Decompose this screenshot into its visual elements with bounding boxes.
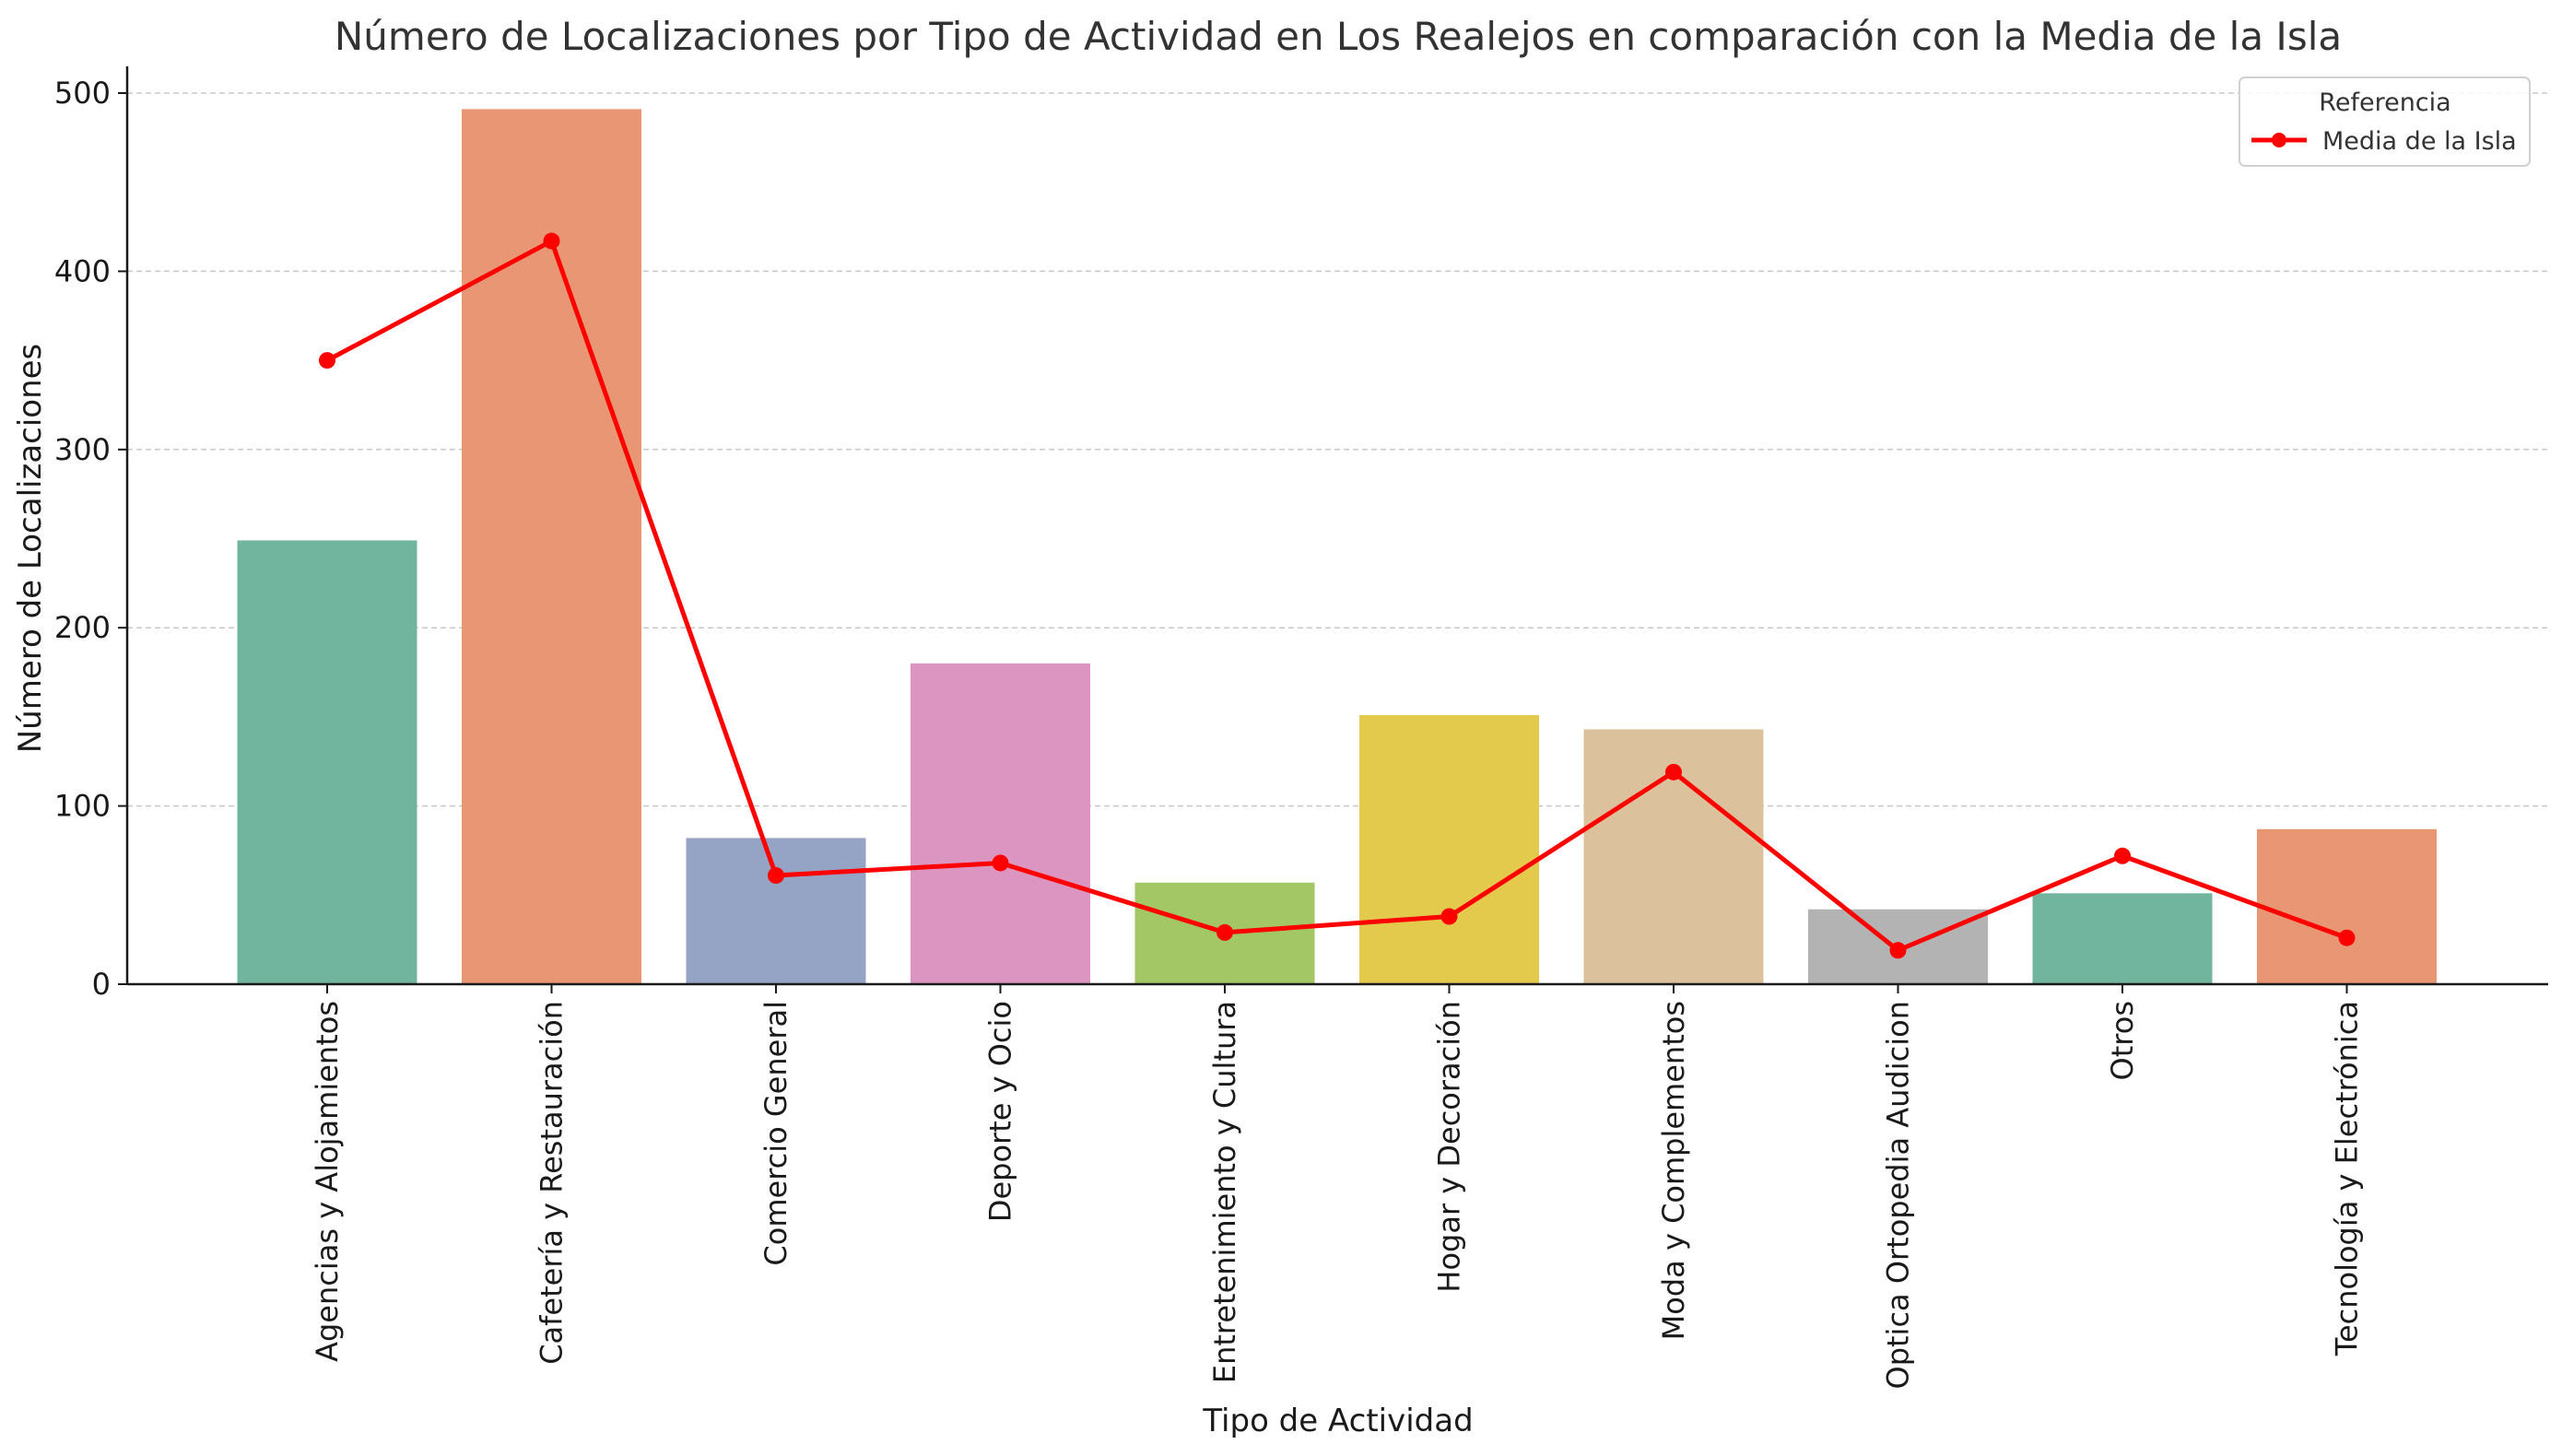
legend-box [2239, 76, 2531, 167]
y-tick-label: 0 [92, 967, 111, 1002]
line-point [319, 352, 335, 370]
bar [2032, 893, 2213, 984]
y-tick-label: 400 [54, 253, 111, 288]
y-tick-label: 500 [54, 76, 111, 111]
y-tick-label: 100 [54, 789, 111, 824]
bars [237, 109, 2437, 985]
legend-marker-swatch [2272, 133, 2286, 147]
y-axis-label: Número de Localizaciones [12, 344, 49, 754]
legend-entry-label: Media de la Isla [2322, 127, 2517, 156]
x-axis-ticks: Agencias y Alojamientos Cafetería y Resta… [310, 984, 2365, 1389]
x-tick-label: Cafetería y Restauración [535, 1001, 570, 1365]
chart-title: Número de Localizaciones por Tipo de Act… [335, 14, 2342, 59]
x-tick-label: Tecnología y Electrónica [2330, 1001, 2365, 1356]
x-tick-label: Optica Ortopedia Audicion [1881, 1001, 1916, 1389]
axes [125, 66, 2548, 986]
x-tick-label: Otros [2105, 1001, 2140, 1080]
legend: Referencia Media de la Isla [2239, 76, 2531, 167]
bar [1359, 714, 1539, 984]
gridlines [127, 92, 2548, 807]
line-series [325, 239, 2348, 953]
island-average-line [319, 232, 2356, 959]
line-point [1440, 908, 1458, 925]
x-tick-label: Entretenimiento y Cultura [1207, 1001, 1242, 1383]
x-tick-label: Hogar y Decoración [1432, 1001, 1467, 1293]
line-point [2338, 929, 2356, 946]
y-axis-ticks: 0 100 200 300 400 500 [54, 76, 127, 1002]
line-point [2114, 847, 2131, 864]
bar [462, 109, 641, 985]
bar [237, 540, 417, 984]
y-tick-label: 200 [54, 610, 111, 645]
bar [686, 838, 866, 984]
x-axis-label: Tipo de Actividad [1202, 1403, 1473, 1439]
line-point [768, 867, 784, 885]
line-point [992, 854, 1009, 872]
y-tick-label: 300 [54, 432, 111, 467]
bar [911, 663, 1090, 984]
x-tick-label: Deporte y Ocio [983, 1001, 1018, 1222]
bar [2257, 828, 2437, 984]
x-tick-label: Moda y Complementos [1656, 1001, 1691, 1340]
line-point [1665, 763, 1682, 781]
x-tick-label: Comercio General [758, 1001, 793, 1266]
line-point [543, 232, 560, 250]
legend-title: Referencia [2319, 88, 2450, 117]
line-point [1889, 942, 1907, 959]
x-tick-label: Agencias y Alojamientos [310, 1001, 345, 1362]
line-point [1216, 923, 1233, 941]
